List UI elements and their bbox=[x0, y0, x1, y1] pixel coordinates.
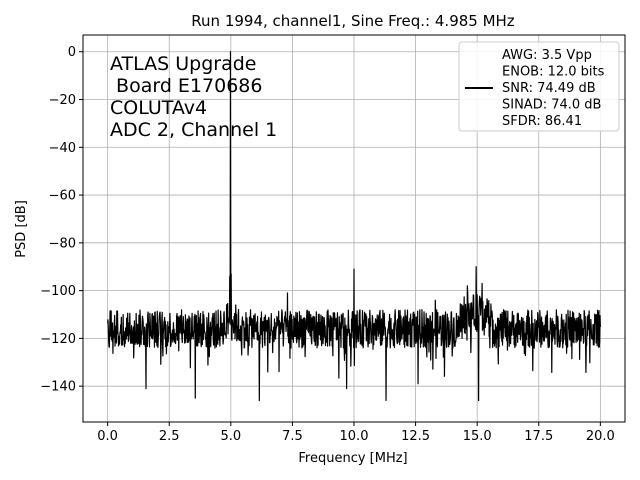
annotation-line: ATLAS Upgrade bbox=[110, 53, 256, 75]
y-axis-label: PSD [dB] bbox=[14, 200, 29, 258]
x-tick-label: 2.5 bbox=[159, 429, 180, 444]
legend-entry-line: ENOB: 12.0 bits bbox=[502, 65, 605, 80]
x-tick-label: 10.0 bbox=[340, 429, 369, 444]
chart-title: Run 1994, channel1, Sine Freq.: 4.985 MH… bbox=[191, 12, 515, 30]
x-tick-label: 7.5 bbox=[282, 429, 303, 444]
legend-entry-line: SNR: 74.49 dB bbox=[502, 81, 596, 96]
x-tick-label: 0.0 bbox=[97, 429, 118, 444]
series-group bbox=[107, 51, 601, 402]
y-tick-label: −100 bbox=[40, 284, 76, 299]
legend-entry-line: AWG: 3.5 Vpp bbox=[502, 48, 592, 63]
y-tick-label: −60 bbox=[49, 189, 76, 204]
legend-entry-line: SINAD: 74.0 dB bbox=[502, 98, 601, 113]
annotation-line: COLUTAv4 bbox=[110, 97, 207, 119]
y-tick-label: −20 bbox=[49, 93, 76, 108]
y-tick-label: −140 bbox=[40, 380, 76, 395]
y-tick-label: −40 bbox=[49, 141, 76, 156]
y-tick-label: 0 bbox=[68, 45, 76, 60]
x-tick-label: 5.0 bbox=[220, 429, 241, 444]
x-tick-label: 17.5 bbox=[524, 429, 553, 444]
x-tick-label: 15.0 bbox=[463, 429, 492, 444]
x-tick-label: 12.5 bbox=[401, 429, 430, 444]
x-tick-label: 20.0 bbox=[586, 429, 615, 444]
y-tick-label: −80 bbox=[49, 236, 76, 251]
psd-series-line bbox=[107, 51, 601, 402]
annotation-line: Board E170686 bbox=[110, 75, 262, 97]
annotation-line: ADC 2, Channel 1 bbox=[110, 119, 277, 141]
legend-box bbox=[458, 41, 620, 132]
y-tick-label: −120 bbox=[40, 332, 76, 347]
legend-entry-line: SFDR: 86.41 bbox=[502, 114, 582, 129]
x-axis-label: Frequency [MHz] bbox=[298, 451, 407, 466]
ticks: 0.0 2.5 5.0 7.5 10.0 12.5 15.0 17.5 20.0 0 −20 −40 −… bbox=[40, 45, 615, 444]
